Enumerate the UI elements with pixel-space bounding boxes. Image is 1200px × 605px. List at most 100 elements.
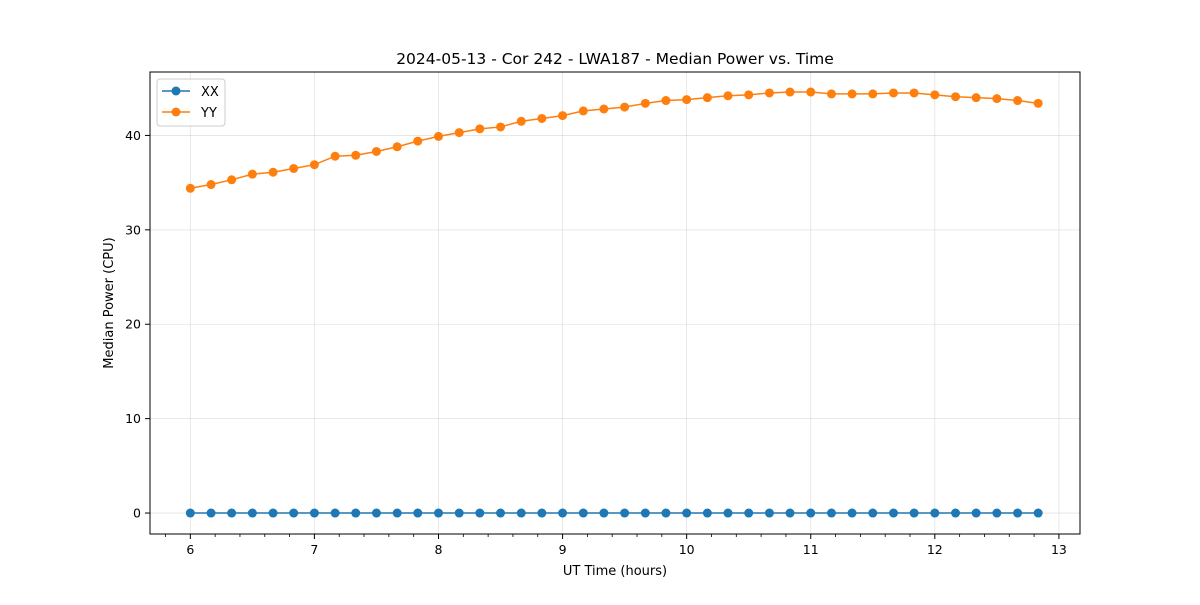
legend-marker-xx — [171, 86, 181, 96]
data-point-xx — [1013, 508, 1023, 518]
data-point-xx — [826, 508, 836, 518]
x-tick-label: 9 — [559, 542, 567, 557]
data-point-yy — [475, 124, 485, 134]
data-point-yy — [330, 151, 340, 161]
data-point-xx — [868, 508, 878, 518]
data-point-xx — [723, 508, 733, 518]
data-point-yy — [723, 91, 733, 101]
data-point-yy — [661, 96, 671, 106]
data-point-yy — [702, 93, 712, 103]
data-point-xx — [413, 508, 423, 518]
tick-layer: 6 7 8 9 10 11 12 13 0 10 20 30 40 — [125, 128, 1067, 557]
data-point-xx — [558, 508, 568, 518]
y-axis-label: Median Power (CPU) — [102, 237, 117, 368]
data-point-yy — [930, 90, 940, 100]
x-tick-label: 13 — [1051, 542, 1067, 557]
data-point-yy — [454, 128, 464, 138]
data-point-yy — [847, 89, 857, 99]
data-point-yy — [309, 160, 319, 170]
x-axis-label: UT Time (hours) — [563, 564, 667, 579]
x-tick-label: 7 — [310, 542, 318, 557]
y-tick-label: 0 — [133, 506, 141, 521]
data-point-yy — [889, 88, 899, 98]
series-layer — [185, 87, 1043, 518]
data-point-yy — [413, 136, 423, 146]
data-point-xx — [806, 508, 816, 518]
data-point-yy — [185, 183, 195, 193]
data-point-yy — [826, 89, 836, 99]
y-tick-label: 20 — [125, 317, 141, 332]
data-point-xx — [351, 508, 361, 518]
legend-label-yy: YY — [200, 106, 217, 121]
chart-title: 2024-05-13 - Cor 242 - LWA187 - Median P… — [396, 50, 834, 68]
data-point-yy — [620, 102, 630, 112]
data-point-xx — [620, 508, 630, 518]
data-point-xx — [971, 508, 981, 518]
data-point-xx — [744, 508, 754, 518]
legend: XX YY — [156, 78, 226, 127]
data-point-yy — [992, 94, 1002, 104]
data-point-yy — [227, 175, 237, 185]
data-point-yy — [558, 111, 568, 121]
data-point-xx — [640, 508, 650, 518]
data-point-xx — [930, 508, 940, 518]
data-point-xx — [433, 508, 443, 518]
data-point-yy — [971, 93, 981, 103]
x-tick-label: 6 — [186, 542, 194, 557]
data-point-yy — [909, 88, 919, 98]
data-point-xx — [682, 508, 692, 518]
data-point-xx — [227, 508, 237, 518]
y-tick-label: 30 — [125, 222, 141, 237]
plot-frame — [149, 71, 1081, 535]
data-point-yy — [1033, 98, 1043, 108]
data-point-xx — [247, 508, 257, 518]
data-point-xx — [889, 508, 899, 518]
data-point-xx — [785, 508, 795, 518]
data-point-xx — [309, 508, 319, 518]
data-point-xx — [702, 508, 712, 518]
data-point-xx — [764, 508, 774, 518]
data-point-xx — [330, 508, 340, 518]
data-point-xx — [268, 508, 278, 518]
data-point-xx — [661, 508, 671, 518]
data-point-xx — [599, 508, 609, 518]
data-point-yy — [516, 116, 526, 126]
data-point-xx — [516, 508, 526, 518]
data-point-yy — [640, 98, 650, 108]
legend-label-xx: XX — [201, 85, 219, 100]
data-point-xx — [206, 508, 216, 518]
data-point-xx — [289, 508, 299, 518]
data-point-xx — [951, 508, 961, 518]
data-point-yy — [682, 95, 692, 105]
data-point-xx — [847, 508, 857, 518]
x-tick-label: 11 — [803, 542, 819, 557]
data-point-xx — [392, 508, 402, 518]
data-point-yy — [868, 89, 878, 99]
data-point-xx — [185, 508, 195, 518]
data-point-yy — [371, 146, 381, 156]
y-tick-label: 10 — [125, 411, 141, 426]
data-point-yy — [537, 113, 547, 123]
data-point-yy — [496, 122, 506, 132]
data-point-xx — [909, 508, 919, 518]
data-point-yy — [744, 90, 754, 100]
data-point-yy — [289, 163, 299, 173]
x-tick-label: 10 — [679, 542, 695, 557]
data-point-yy — [351, 150, 361, 160]
x-tick-label: 12 — [927, 542, 943, 557]
data-point-yy — [392, 142, 402, 152]
data-point-yy — [268, 167, 278, 177]
data-point-xx — [992, 508, 1002, 518]
data-point-xx — [1033, 508, 1043, 518]
data-point-yy — [764, 88, 774, 98]
data-point-xx — [537, 508, 547, 518]
data-point-yy — [951, 92, 961, 102]
data-point-xx — [371, 508, 381, 518]
data-point-yy — [578, 106, 588, 116]
data-point-yy — [785, 87, 795, 97]
data-point-yy — [247, 169, 257, 179]
data-point-xx — [496, 508, 506, 518]
data-point-xx — [454, 508, 464, 518]
